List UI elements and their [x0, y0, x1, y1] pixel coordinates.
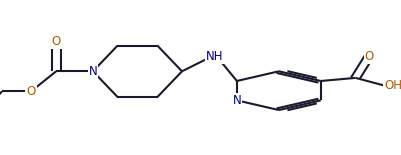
Text: O: O [365, 50, 374, 63]
Text: NH: NH [206, 50, 224, 63]
Text: OH: OH [384, 79, 401, 92]
Text: N: N [89, 65, 97, 78]
Text: O: O [51, 35, 61, 48]
Text: N: N [233, 94, 241, 107]
Text: O: O [26, 85, 36, 98]
